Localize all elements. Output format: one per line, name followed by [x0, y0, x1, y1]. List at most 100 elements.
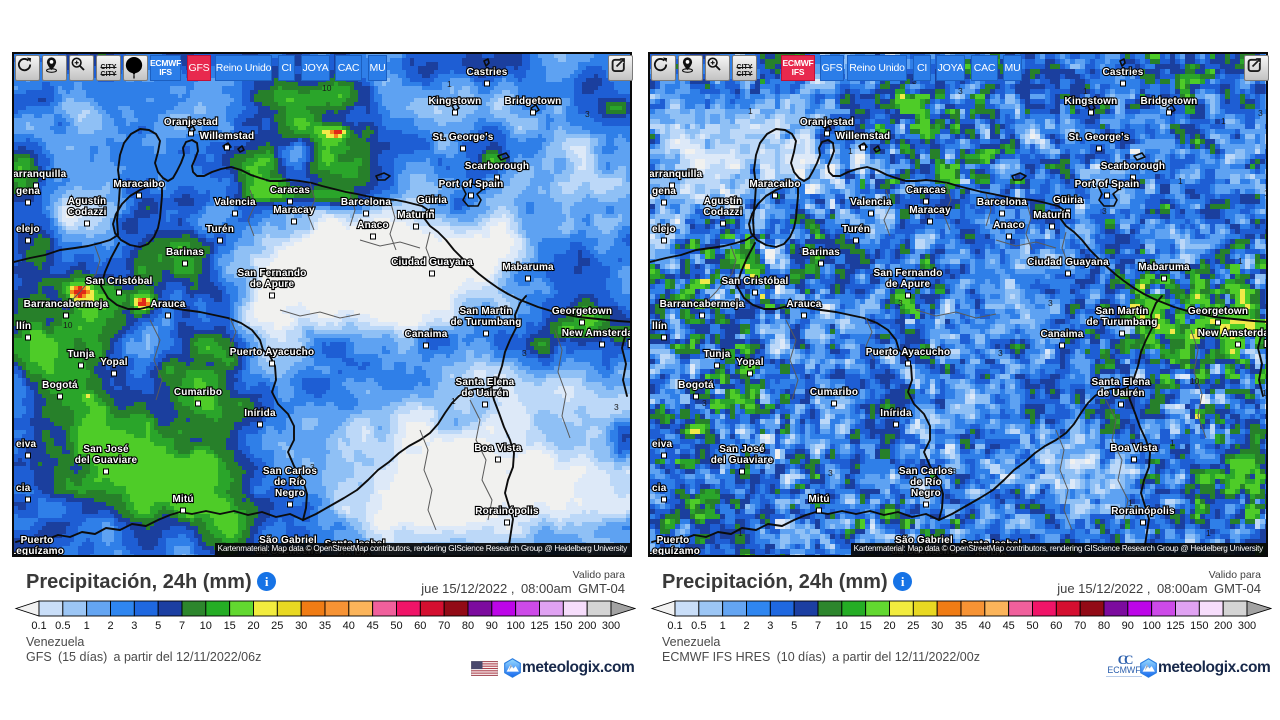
svg-text:Leguízamo: Leguízamo: [14, 546, 64, 555]
svg-text:Maracay: Maracay: [909, 205, 951, 216]
svg-text:3: 3: [614, 402, 619, 412]
svg-text:Santa Elena: Santa Elena: [456, 377, 515, 388]
svg-text:Güiria: Güiria: [1053, 195, 1083, 206]
svg-text:San José: San José: [83, 444, 129, 455]
svg-text:Boa Vista: Boa Vista: [474, 443, 521, 454]
svg-text:3: 3: [1048, 298, 1053, 308]
svg-text:3: 3: [310, 462, 315, 472]
svg-text:Willemstad: Willemstad: [836, 131, 891, 142]
svg-text:Scarborough: Scarborough: [465, 161, 529, 172]
svg-text:St. George's: St. George's: [1069, 132, 1130, 143]
svg-text:Negro: Negro: [911, 488, 941, 499]
svg-text:eiva: eiva: [16, 439, 37, 450]
svg-text:Codazzi: Codazzi: [703, 207, 742, 218]
svg-text:Barcelona: Barcelona: [341, 197, 391, 208]
svg-text:llín: llín: [652, 321, 667, 332]
svg-text:de Uairén: de Uairén: [461, 388, 508, 399]
svg-text:Castries: Castries: [1102, 67, 1143, 78]
svg-text:del Guaviare: del Guaviare: [75, 455, 138, 466]
svg-text:Scarborough: Scarborough: [1101, 161, 1165, 172]
svg-text:10: 10: [63, 320, 73, 330]
svg-text:1: 1: [1238, 256, 1243, 266]
svg-text:Bogotá: Bogotá: [678, 380, 714, 391]
svg-text:Barinas: Barinas: [802, 247, 840, 258]
svg-text:Canaima: Canaima: [1040, 329, 1083, 340]
svg-text:1: 1: [1128, 498, 1133, 508]
svg-text:Rorainópolis: Rorainópolis: [475, 506, 539, 517]
svg-text:Puerto: Puerto: [657, 535, 690, 546]
svg-text:3: 3: [1102, 206, 1107, 216]
svg-text:Maracaibo: Maracaibo: [113, 179, 164, 190]
svg-text:Tunja: Tunja: [704, 349, 731, 360]
svg-text:1: 1: [1221, 116, 1226, 126]
svg-text:San Carlos: San Carlos: [899, 466, 953, 477]
svg-text:10: 10: [1262, 388, 1266, 398]
svg-text:Boa Vista: Boa Vista: [1110, 443, 1157, 454]
svg-text:Arauca: Arauca: [786, 299, 821, 310]
svg-text:1: 1: [848, 146, 853, 156]
svg-text:San José: San José: [719, 444, 765, 455]
svg-text:Yopal: Yopal: [100, 357, 128, 368]
svg-text:Georgetown: Georgetown: [552, 306, 612, 317]
svg-text:1: 1: [1264, 188, 1266, 198]
svg-text:Pa: Pa: [628, 339, 630, 350]
svg-text:Mitú: Mitú: [808, 494, 829, 505]
svg-text:San Cristóbal: San Cristóbal: [721, 276, 788, 287]
svg-text:10: 10: [1190, 376, 1200, 386]
svg-text:10: 10: [322, 83, 332, 93]
svg-text:Barrancabermeja: Barrancabermeja: [660, 299, 745, 310]
svg-text:1: 1: [1206, 528, 1211, 538]
svg-text:Caracas: Caracas: [270, 185, 311, 196]
svg-text:San Carlos: San Carlos: [263, 466, 317, 477]
svg-text:Bridgetown: Bridgetown: [1141, 96, 1198, 107]
svg-text:Caracas: Caracas: [906, 185, 947, 196]
svg-text:Barcelona: Barcelona: [977, 197, 1027, 208]
svg-text:3: 3: [998, 348, 1003, 358]
svg-text:Santa Elena: Santa Elena: [1092, 377, 1151, 388]
svg-text:3: 3: [912, 76, 917, 86]
svg-text:1: 1: [1170, 438, 1175, 448]
svg-text:1: 1: [1083, 86, 1088, 96]
svg-text:de Uairén: de Uairén: [1097, 388, 1144, 399]
svg-text:Cumaribo: Cumaribo: [810, 387, 858, 398]
svg-text:Güiria: Güiria: [417, 195, 447, 206]
svg-text:San Fernando: San Fernando: [873, 268, 942, 279]
svg-text:Port of Spain: Port of Spain: [1075, 179, 1140, 190]
svg-text:1: 1: [451, 396, 456, 406]
svg-text:Turén: Turén: [206, 224, 234, 235]
svg-text:Georgetown: Georgetown: [1188, 306, 1248, 317]
svg-text:Ciudad Guayana: Ciudad Guayana: [391, 257, 473, 268]
svg-text:San Fernando: San Fernando: [237, 268, 306, 279]
svg-text:3: 3: [828, 468, 833, 478]
svg-text:Barrancabermeja: Barrancabermeja: [24, 299, 109, 310]
svg-text:Oranjestad: Oranjestad: [164, 117, 218, 128]
svg-text:de Turumbang: de Turumbang: [450, 317, 521, 328]
svg-text:Puerto Ayacucho: Puerto Ayacucho: [866, 347, 951, 358]
svg-text:San Martín: San Martín: [459, 306, 512, 317]
svg-text:1: 1: [1178, 176, 1183, 186]
svg-text:3: 3: [702, 398, 707, 408]
svg-text:Mabaruma: Mabaruma: [502, 262, 554, 273]
svg-text:Barranquilla: Barranquilla: [14, 169, 67, 180]
svg-text:Maracaibo: Maracaibo: [749, 179, 800, 190]
svg-text:Maturín: Maturín: [1033, 210, 1071, 221]
svg-text:de Turumbang: de Turumbang: [1086, 317, 1157, 328]
svg-text:de Apure: de Apure: [886, 279, 931, 290]
svg-text:Anaco: Anaco: [357, 220, 389, 231]
svg-text:Barinas: Barinas: [166, 247, 204, 258]
svg-text:Inírida: Inírida: [880, 408, 912, 419]
svg-text:Castries: Castries: [466, 67, 507, 78]
svg-text:de Río: de Río: [910, 477, 942, 488]
svg-text:Agustín: Agustín: [68, 196, 107, 207]
svg-text:eiva: eiva: [652, 439, 673, 450]
svg-text:gena: gena: [652, 186, 676, 197]
svg-text:Pa: Pa: [1264, 339, 1266, 350]
svg-text:cia: cia: [16, 483, 31, 494]
svg-text:Bogotá: Bogotá: [42, 380, 78, 391]
svg-text:Ciudad Guayana: Ciudad Guayana: [1027, 257, 1109, 268]
svg-text:Bridgetown: Bridgetown: [505, 96, 562, 107]
svg-text:Valencia: Valencia: [850, 197, 892, 208]
svg-text:Kingstown: Kingstown: [429, 96, 482, 107]
svg-text:Turén: Turén: [842, 224, 870, 235]
svg-text:Barranquilla: Barranquilla: [650, 169, 703, 180]
